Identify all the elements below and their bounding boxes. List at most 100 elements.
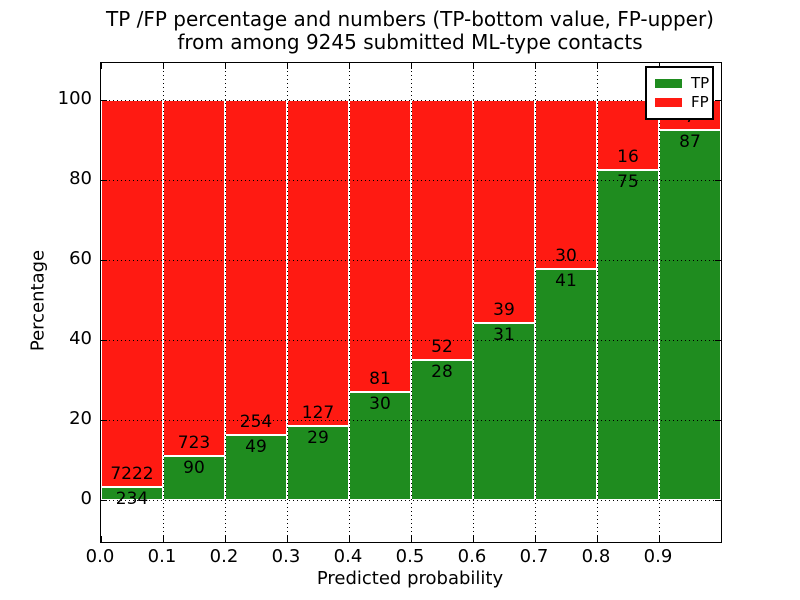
y-tick bbox=[101, 419, 107, 421]
fp-count-label: 254 bbox=[239, 412, 273, 433]
x-tick-label: 0.7 bbox=[519, 546, 549, 567]
x-gridline bbox=[225, 63, 226, 542]
x-gridline bbox=[535, 63, 536, 542]
fp-bar bbox=[225, 100, 287, 436]
x-tick bbox=[535, 536, 536, 542]
x-tick bbox=[411, 63, 412, 69]
chart-title-line2: from among 9245 submitted ML-type contac… bbox=[177, 30, 643, 54]
x-tick bbox=[101, 536, 102, 542]
legend-item-tp: TP bbox=[655, 75, 712, 92]
tp-bar bbox=[163, 455, 225, 500]
legend-label-tp: TP bbox=[691, 74, 710, 92]
x-gridline bbox=[163, 63, 164, 542]
y-tick bbox=[101, 99, 107, 101]
x-tick-label: 0.3 bbox=[271, 546, 301, 567]
fp-count-label: 52 bbox=[431, 337, 453, 357]
x-gridline bbox=[473, 63, 474, 542]
legend-item-fp: FP bbox=[655, 94, 712, 111]
chart-title: TP /FP percentage and numbers (TP-bottom… bbox=[100, 8, 720, 54]
legend-swatch-tp bbox=[655, 79, 682, 88]
y-tick bbox=[101, 259, 107, 261]
x-tick bbox=[287, 536, 288, 542]
y-tick bbox=[101, 499, 107, 501]
tp-count-label: 75 bbox=[617, 172, 639, 193]
legend-label-fp: FP bbox=[691, 93, 709, 111]
x-tick bbox=[473, 63, 474, 69]
x-tick-label: 0.6 bbox=[457, 546, 487, 567]
tp-count-label: 90 bbox=[183, 457, 205, 478]
tp-count-label: 234 bbox=[115, 489, 149, 510]
fp-bar bbox=[411, 100, 473, 360]
fp-bar bbox=[163, 100, 225, 456]
y-tick bbox=[715, 339, 721, 341]
fp-bar bbox=[349, 100, 411, 392]
x-tick-label: 0.8 bbox=[581, 546, 611, 567]
x-tick-label: 0.1 bbox=[147, 546, 177, 567]
tp-bar bbox=[287, 425, 349, 500]
x-tick bbox=[535, 63, 536, 69]
x-gridline bbox=[411, 63, 412, 542]
fp-bar bbox=[101, 100, 163, 488]
y-tick bbox=[715, 259, 721, 261]
y-tick bbox=[101, 339, 107, 341]
x-tick bbox=[659, 536, 660, 542]
chart-title-line1: TP /FP percentage and numbers (TP-bottom… bbox=[106, 7, 714, 31]
fp-bar bbox=[473, 100, 535, 323]
fp-count-label: 39 bbox=[493, 299, 515, 320]
fp-count-label: 723 bbox=[177, 432, 211, 453]
x-tick bbox=[287, 63, 288, 69]
tp-bar bbox=[535, 269, 597, 500]
tp-count-label: 28 bbox=[431, 362, 453, 382]
legend: TP FP bbox=[645, 66, 714, 120]
y-tick bbox=[715, 499, 721, 501]
x-tick-label: 0.9 bbox=[643, 546, 673, 567]
fp-count-label: 30 bbox=[555, 246, 577, 267]
y-tick-label: 20 bbox=[69, 408, 92, 429]
tp-count-label: 41 bbox=[555, 271, 577, 291]
x-tick bbox=[349, 63, 350, 69]
x-tick bbox=[225, 63, 226, 69]
x-gridline bbox=[659, 63, 660, 542]
x-axis-label: Predicted probability bbox=[316, 568, 504, 589]
fp-count-label: 81 bbox=[369, 368, 391, 389]
x-tick bbox=[225, 536, 226, 542]
y-tick bbox=[101, 179, 107, 181]
y-tick bbox=[715, 179, 721, 181]
tp-bar bbox=[659, 129, 721, 500]
y-tick-label: 100 bbox=[57, 88, 92, 109]
x-gridline bbox=[287, 63, 288, 542]
x-gridline bbox=[349, 63, 350, 542]
fp-count-label: 16 bbox=[617, 147, 639, 168]
y-tick bbox=[715, 99, 721, 101]
x-tick bbox=[597, 536, 598, 542]
x-tick-label: 0.2 bbox=[209, 546, 239, 567]
y-axis-label: Percentage bbox=[27, 249, 49, 352]
y-tick-label: 80 bbox=[69, 168, 92, 189]
tp-bar bbox=[225, 435, 287, 500]
x-tick bbox=[473, 536, 474, 542]
x-gridline bbox=[597, 63, 598, 542]
x-tick bbox=[163, 63, 164, 69]
legend-swatch-fp bbox=[655, 98, 682, 107]
x-tick bbox=[163, 536, 164, 542]
x-tick bbox=[411, 536, 412, 542]
tp-count-label: 29 bbox=[307, 427, 329, 448]
fp-bar bbox=[287, 100, 349, 426]
tp-bar bbox=[597, 170, 659, 500]
plot-area: 7222 234 723 90 254 49 127 29 81 30 52 28 39 31 30 41 16… bbox=[100, 62, 722, 543]
x-tick bbox=[101, 63, 102, 69]
x-tick-label: 0.4 bbox=[333, 546, 363, 567]
tp-count-label: 30 bbox=[369, 393, 391, 414]
y-tick-label: 0 bbox=[80, 488, 92, 509]
y-tick-label: 40 bbox=[69, 328, 92, 349]
fp-count-label: 7222 bbox=[110, 464, 154, 485]
tp-bar bbox=[473, 322, 535, 500]
x-tick-label: 0.0 bbox=[85, 546, 115, 567]
tp-count-label: 49 bbox=[245, 437, 267, 458]
fp-count-label: 127 bbox=[301, 402, 335, 423]
y-tick-label: 60 bbox=[69, 248, 92, 269]
y-tick bbox=[715, 419, 721, 421]
fp-bar bbox=[535, 100, 597, 269]
x-tick bbox=[597, 63, 598, 69]
